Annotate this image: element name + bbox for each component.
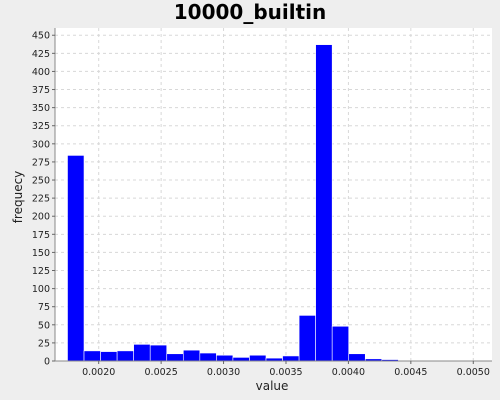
y-tick-label: 200 [32,212,50,223]
histogram-bar [331,325,350,362]
histogram-bar [83,350,101,362]
y-tick-label: 450 [32,31,50,42]
histogram-bar [182,349,201,362]
y-tick-label: 75 [38,302,50,313]
y-tick-label: 225 [32,194,50,205]
histogram-bar [298,315,316,362]
x-axis-ticks: 0.0020 0.0025 0.0030 0.0035 0.0040 0.0045 0.00… [82,361,490,378]
grid-lines [55,28,492,361]
histogram-bar [116,350,134,362]
histogram-bar [282,355,300,362]
chart-title: 10000_builtin [174,0,327,24]
y-tick-label: 25 [38,338,50,349]
histogram-bar [232,357,250,362]
x-tick-label: 0.0050 [457,367,490,378]
y-tick-label: 100 [32,284,50,295]
y-tick-label: 150 [32,248,50,259]
plot-area [55,28,492,361]
y-axis-label: frequecy [11,171,25,224]
histogram-bar [216,354,234,362]
histogram-bar [249,354,267,362]
histogram-bar [315,44,333,362]
x-axis-label: value [256,379,289,393]
y-tick-label: 0 [44,357,50,368]
y-tick-label: 375 [32,85,50,96]
histogram-bar [149,344,168,362]
x-tick-label: 0.0030 [207,367,240,378]
y-tick-label: 50 [38,320,50,331]
histogram-bar [133,344,151,362]
y-tick-label: 275 [32,157,50,168]
y-tick-label: 425 [32,49,50,60]
histogram-bar [100,351,118,362]
y-tick-label: 400 [32,67,50,78]
y-tick-label: 350 [32,103,50,114]
x-tick-label: 0.0045 [394,367,427,378]
histogram-bar [67,155,85,362]
y-tick-label: 325 [32,121,50,132]
x-tick-label: 0.0025 [145,367,178,378]
histogram-bar [199,352,217,362]
y-tick-label: 125 [32,266,50,277]
x-tick-label: 0.0040 [332,367,365,378]
y-tick-label: 250 [32,176,50,187]
x-tick-label: 0.0035 [269,367,302,378]
y-tick-label: 175 [32,230,50,241]
histogram-bar [166,353,184,362]
x-tick-label: 0.0020 [82,367,115,378]
histogram-bar [348,353,366,362]
axes [54,28,492,362]
y-tick-label: 300 [32,139,50,150]
y-axis-ticks: 0 25 50 75 100 125 150 175 200 225 250 275 300 325 350… [32,31,55,368]
